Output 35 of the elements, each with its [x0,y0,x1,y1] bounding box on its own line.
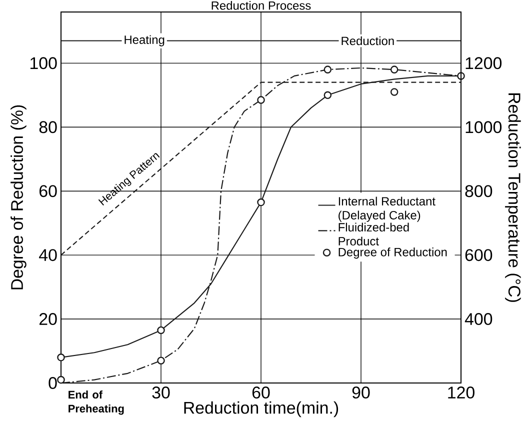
y2-tick-label: 1000 [466,121,502,134]
x-axis-title: Reduction time(min.) [184,401,338,418]
x-tick-label: 60 [252,386,270,399]
annotation: Heating [124,35,164,46]
y2-axis-title: Reduction Temperature (°C) [505,93,521,302]
point [57,376,65,384]
y2-tick-label: 400 [464,313,492,326]
y-axis-title: Degree of Reduction (%) [10,105,26,290]
y-tick-label: 100 [30,57,57,70]
x-tick-label: 90 [352,386,370,399]
text: End of Preheating [68,390,124,415]
text: Reduction Process [212,1,311,10]
x-tick-label: 120 [448,386,474,399]
y2-tick-label: 800 [465,185,492,198]
annotation: Reduction [342,36,394,46]
point [390,66,398,74]
legend-label: Fluidized-bed Product [338,222,409,246]
point [257,96,265,104]
point [324,91,332,100]
y-tick-label: 60 [40,185,57,198]
y2-tick-label: 1200 [466,57,502,70]
point [390,88,398,96]
point [57,354,65,362]
point [157,356,165,364]
y-tick-label: 40 [39,249,57,262]
x-tick-label: 30 [152,386,170,399]
y-tick-label: 20 [40,313,57,326]
y-tick-label: 0 [48,377,57,389]
y-tick-label: 80 [39,121,57,134]
point [324,66,332,74]
point [257,198,265,206]
y2-tick-label: 600 [465,249,492,262]
legend-label: Degree of Reduction [338,248,447,259]
legend-label: Internal Reductant (Delayed Cake) [338,196,436,222]
point [157,326,165,334]
